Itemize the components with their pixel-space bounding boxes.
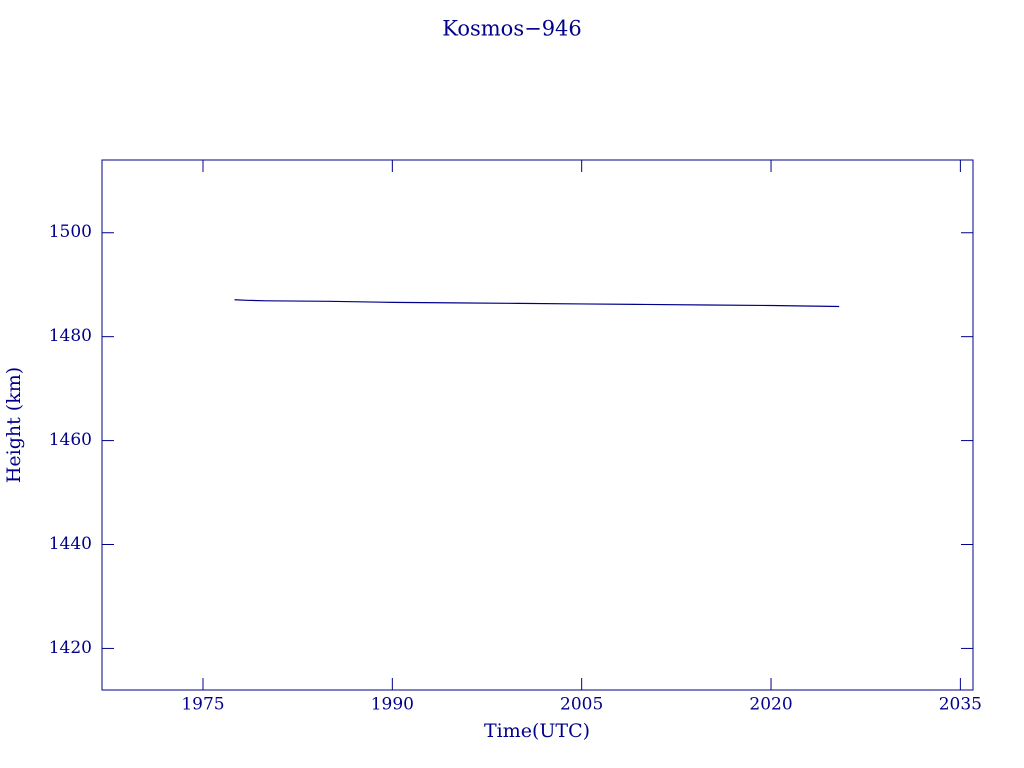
y-tick-label: 1420	[49, 638, 92, 658]
plot-frame	[101, 159, 974, 691]
y-tick-label: 1440	[49, 534, 92, 554]
chart-title: Kosmos−946	[442, 17, 582, 41]
x-axis-label: Time(UTC)	[484, 720, 590, 742]
x-tick-label: 1975	[181, 695, 224, 715]
x-tick-label: 2005	[560, 695, 603, 715]
y-tick-label: 1500	[49, 222, 92, 242]
y-tick-label: 1460	[49, 430, 92, 450]
x-tick-label: 1990	[371, 695, 414, 715]
y-axis-label: Height (km)	[3, 367, 25, 483]
x-tick-label: 2035	[939, 695, 982, 715]
x-tick-label: 2020	[749, 695, 792, 715]
y-tick-label: 1480	[49, 326, 92, 346]
data-line	[234, 299, 840, 308]
